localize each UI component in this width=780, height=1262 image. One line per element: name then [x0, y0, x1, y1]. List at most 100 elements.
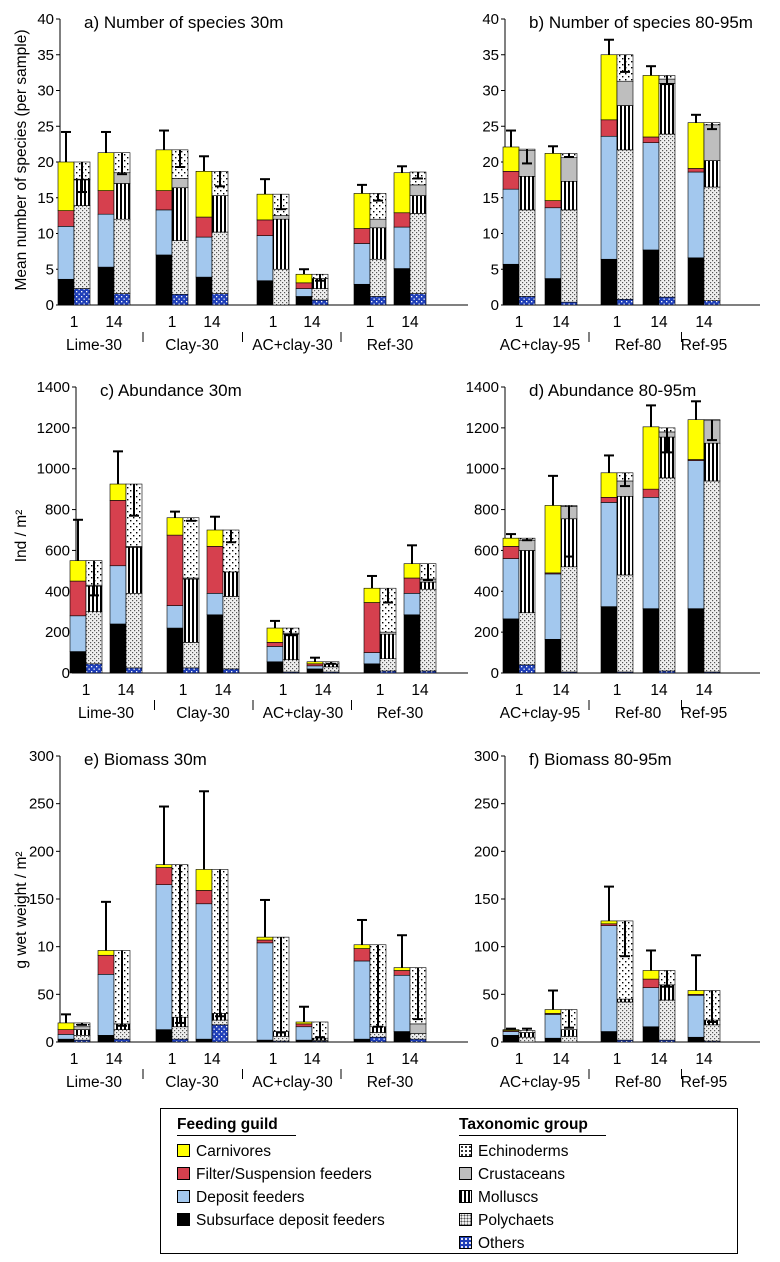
chart-title: d) Abundance 80-95m [529, 381, 696, 400]
bar-segment-subsurface [600, 1031, 618, 1043]
y-tick-label: 100 [474, 939, 499, 956]
bar-segment-molluscs [113, 183, 131, 220]
bar-segment-deposit [502, 1031, 520, 1036]
x-tick-label: 1 [613, 682, 622, 699]
bar-segment-polychaets [658, 477, 676, 672]
legend-label: Filter/Suspension feeders [196, 1166, 372, 1183]
y-tick-label: 25 [482, 118, 499, 135]
legend-item-polychaets: Polychaets [459, 1209, 606, 1232]
bar-segment-deposit [256, 942, 274, 1041]
y-tick-label: 5 [491, 261, 499, 278]
bar-segment-carnivores [256, 936, 274, 941]
y-tick-label: 1400 [466, 379, 499, 396]
bar-segment-filter [353, 948, 371, 962]
bar-segment-carnivores [57, 1022, 75, 1030]
bar-segment-deposit [502, 558, 520, 620]
bar-segment-deposit [295, 1026, 313, 1041]
bar-segment-polychaets [73, 1035, 91, 1041]
bar-segment-subsurface [600, 258, 618, 306]
y-tick-label: 10 [37, 226, 54, 243]
bar-segment-molluscs [518, 176, 536, 211]
bar-segment-subsurface [544, 1037, 562, 1043]
legend-swatch-carnivores [177, 1144, 190, 1158]
bar-segment-deposit [306, 665, 324, 670]
bar-segment-carnivores [600, 472, 618, 498]
bar-segment-polychaets [560, 566, 578, 673]
bar-segment-crustaceans [73, 1026, 91, 1030]
x-tick-label: 1 [70, 314, 79, 331]
bar-segment-subsurface [206, 614, 224, 674]
y-tick-label: 200 [474, 843, 499, 860]
x-tick-label: 14 [401, 1051, 419, 1068]
bar-segment-filter [687, 168, 705, 173]
bar-segment-polychaets [616, 149, 634, 300]
bar-segment-others [311, 299, 329, 306]
y-tick-label: 200 [29, 843, 54, 860]
x-tick-label: 1 [279, 682, 288, 699]
bar-segment-subsurface [403, 614, 421, 674]
bar-segment-carnivores [206, 529, 224, 547]
y-tick-label: 0 [491, 1034, 499, 1051]
bar-segment-deposit [155, 884, 173, 1030]
bar-segment-others [560, 301, 578, 306]
bar-segment-polychaets [409, 1033, 427, 1040]
bar-segment-filter [295, 1023, 313, 1028]
bar-segment-molluscs [211, 195, 229, 233]
bar-segment-deposit [642, 497, 660, 609]
bar-segment-deposit [97, 974, 115, 1036]
bar-segment-deposit [353, 960, 371, 1040]
y-tick-label: 400 [474, 583, 499, 600]
bar-segment-subsurface [363, 663, 381, 674]
bar-segment-deposit [687, 994, 705, 1038]
bar-segment-others [182, 667, 200, 674]
y-tick-label: 1400 [37, 379, 70, 396]
bar-segment-carnivores [502, 146, 520, 172]
bar-segment-subsurface [306, 668, 324, 674]
bar-segment-filter [195, 216, 213, 238]
bar-segment-deposit [642, 142, 660, 251]
y-tick-label: 5 [46, 261, 54, 278]
bar-segment-deposit [544, 207, 562, 279]
bar-segment-carnivores [256, 193, 274, 221]
bar-segment-others [171, 293, 189, 306]
bar-segment-deposit [393, 974, 411, 1032]
y-tick-label: 25 [37, 118, 54, 135]
bar-segment-carnivores [544, 505, 562, 574]
bar-segment-polychaets [171, 240, 189, 295]
bar-segment-polychaets [518, 1036, 536, 1043]
x-tick-label: 1 [366, 314, 375, 331]
x-tick-label: 14 [314, 682, 332, 699]
bar-segment-polychaets [409, 213, 427, 294]
x-tick-label: 14 [552, 1051, 570, 1068]
bar-segment-others [85, 663, 103, 674]
chart-panel: 0 200 400 600 800 1000 1200 1400 d) Abundance 80… [466, 379, 760, 722]
bar-segment-subsurface [97, 266, 115, 306]
legend-label: Deposit feeders [196, 1189, 305, 1206]
bar-segment-filter [393, 970, 411, 976]
x-tick-label: 14 [401, 314, 419, 331]
bar-segment-polychaets [518, 209, 536, 297]
y-tick-label: 1000 [466, 461, 499, 478]
bar-segment-crustaceans [171, 178, 189, 189]
chart-title: a) Number of species 30m [84, 13, 283, 32]
bar-segment-others [518, 664, 536, 674]
chart-panel: 0 50 10 150 200 250 300 e) Biomass 30m 1 14 Lime-3… [29, 748, 468, 1091]
y-tick-label: 30 [37, 83, 54, 100]
bar-segment-echinoderms [182, 517, 200, 579]
bar-segment-deposit [206, 593, 224, 616]
bar-segment-molluscs [73, 1029, 91, 1036]
bar-segment-filter [642, 488, 660, 498]
bar-segment-molluscs [616, 495, 634, 576]
y-tick-label: 20 [482, 154, 499, 171]
bar-segment-subsurface [57, 278, 75, 306]
bar-segment-carnivores [97, 950, 115, 956]
bar-segment-deposit [69, 615, 87, 652]
legend-label: Polychaets [478, 1212, 554, 1229]
legend-item-crustaceans: Crustaceans [459, 1163, 606, 1186]
group-label: Ref-95 [681, 337, 728, 354]
legend-item-filter: Filter/Suspension feeders [177, 1163, 385, 1186]
bar-segment-filter [57, 1029, 75, 1035]
y-tick-label: 600 [45, 542, 70, 559]
bar-segment-polychaets [658, 999, 676, 1041]
